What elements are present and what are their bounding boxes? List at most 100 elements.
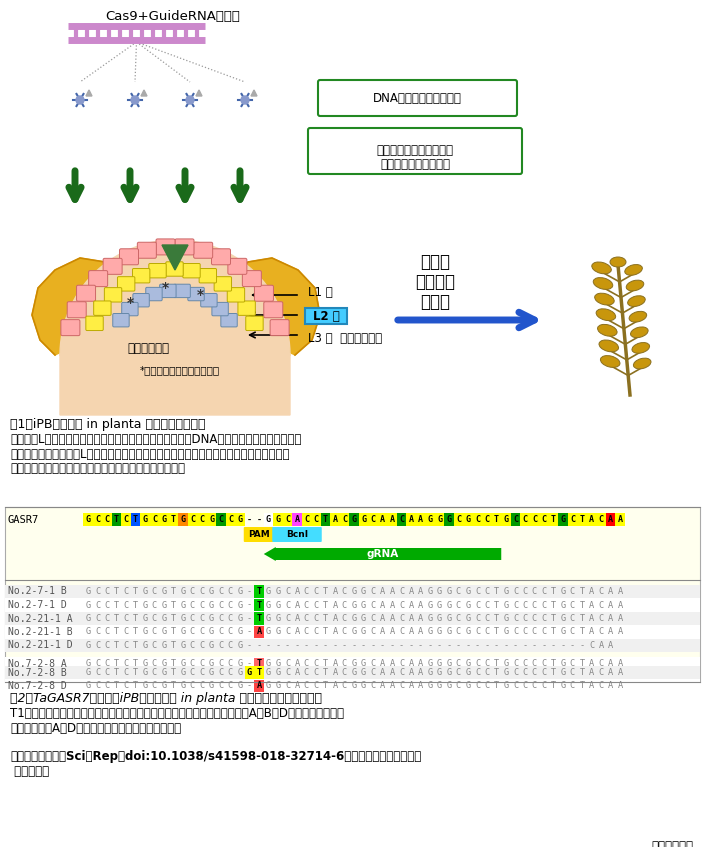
Text: T: T — [551, 660, 556, 668]
Text: -: - — [465, 641, 471, 650]
Bar — [245, 666, 254, 679]
Bar — [5, 598, 700, 612]
Text: A: A — [418, 668, 423, 677]
Text: C: C — [228, 641, 233, 650]
Text: G: G — [266, 628, 271, 636]
Text: G: G — [351, 601, 357, 610]
Bar — [255, 585, 264, 598]
Text: C: C — [200, 641, 204, 650]
Text: G: G — [142, 516, 147, 524]
Text: T: T — [323, 516, 328, 524]
Text: C: C — [541, 601, 546, 610]
Text: -: - — [418, 641, 423, 650]
Text: C: C — [304, 682, 309, 690]
Bar — [188, 513, 197, 527]
Text: C: C — [285, 601, 290, 610]
Bar — [5, 507, 700, 682]
Text: G: G — [437, 601, 442, 610]
Text: *ゲノム編集が起こった細胞: *ゲノム編集が起こった細胞 — [140, 365, 220, 375]
Bar — [112, 513, 121, 527]
FancyBboxPatch shape — [318, 80, 517, 116]
Text: -: - — [257, 641, 262, 650]
Text: A: A — [380, 628, 385, 636]
FancyBboxPatch shape — [214, 277, 231, 291]
Text: G: G — [276, 601, 281, 610]
Text: T: T — [551, 614, 556, 623]
Text: G: G — [465, 614, 471, 623]
Text: C: C — [399, 587, 404, 596]
Text: -: - — [266, 641, 271, 650]
Text: G: G — [180, 614, 185, 623]
Text: G: G — [361, 587, 366, 596]
Text: G: G — [238, 614, 243, 623]
Text: G: G — [446, 682, 452, 690]
Bar — [416, 513, 425, 527]
Text: C: C — [104, 587, 109, 596]
Text: L3 層  次世代へ遺伝: L3 層 次世代へ遺伝 — [308, 331, 382, 345]
Text: C: C — [599, 516, 603, 524]
Text: G: G — [266, 601, 271, 610]
Text: A: A — [295, 601, 300, 610]
Ellipse shape — [633, 358, 651, 368]
Text: G: G — [351, 668, 357, 677]
Text: A: A — [295, 682, 300, 690]
Text: -: - — [380, 641, 385, 650]
Text: A: A — [589, 587, 594, 596]
Text: A: A — [295, 587, 300, 596]
Text: G: G — [446, 628, 452, 636]
Text: A: A — [418, 614, 423, 623]
Text: -: - — [370, 641, 376, 650]
Text: -: - — [247, 660, 252, 668]
Text: C: C — [152, 601, 157, 610]
Text: C: C — [190, 587, 195, 596]
Text: T: T — [133, 601, 138, 610]
Text: G: G — [276, 628, 281, 636]
FancyBboxPatch shape — [67, 302, 86, 318]
Text: A: A — [608, 601, 613, 610]
Text: T: T — [580, 601, 584, 610]
Bar — [255, 612, 264, 625]
Text: G: G — [161, 516, 166, 524]
Text: G: G — [465, 628, 471, 636]
Text: C: C — [95, 516, 100, 524]
Text: T: T — [323, 587, 328, 596]
Text: C: C — [541, 668, 546, 677]
Text: C: C — [570, 682, 575, 690]
Text: -: - — [437, 641, 442, 650]
Polygon shape — [196, 90, 202, 96]
Text: C: C — [285, 682, 290, 690]
FancyBboxPatch shape — [166, 262, 183, 276]
Text: A: A — [608, 516, 613, 524]
Text: T: T — [114, 614, 119, 623]
Polygon shape — [251, 90, 257, 96]
Text: C: C — [190, 614, 195, 623]
Text: C: C — [219, 668, 223, 677]
Text: G: G — [161, 601, 166, 610]
Bar — [321, 513, 330, 527]
Text: C: C — [513, 628, 518, 636]
Bar — [255, 666, 264, 679]
Bar — [5, 666, 700, 679]
Text: C: C — [304, 628, 309, 636]
Text: C: C — [399, 601, 404, 610]
Bar — [93, 513, 102, 527]
Text: C: C — [152, 628, 157, 636]
Text: BcnI: BcnI — [286, 530, 308, 539]
Text: G: G — [161, 660, 166, 668]
Text: G: G — [427, 601, 433, 610]
Text: T: T — [171, 628, 176, 636]
Text: G: G — [503, 628, 508, 636]
Text: C: C — [190, 641, 195, 650]
Text: G: G — [560, 660, 565, 668]
Text: G: G — [161, 587, 166, 596]
FancyBboxPatch shape — [137, 242, 157, 258]
Text: T: T — [580, 516, 584, 524]
Text: C: C — [599, 682, 603, 690]
Text: T: T — [171, 668, 176, 677]
FancyBboxPatch shape — [305, 308, 347, 324]
Text: ７－１株ではA，Dの各ゲノムに変異が検出された．: ７－１株ではA，Dの各ゲノムに変異が検出された． — [10, 722, 181, 734]
Text: A: A — [389, 682, 395, 690]
Text: C: C — [95, 641, 100, 650]
Text: T: T — [494, 587, 499, 596]
Text: T: T — [133, 628, 138, 636]
